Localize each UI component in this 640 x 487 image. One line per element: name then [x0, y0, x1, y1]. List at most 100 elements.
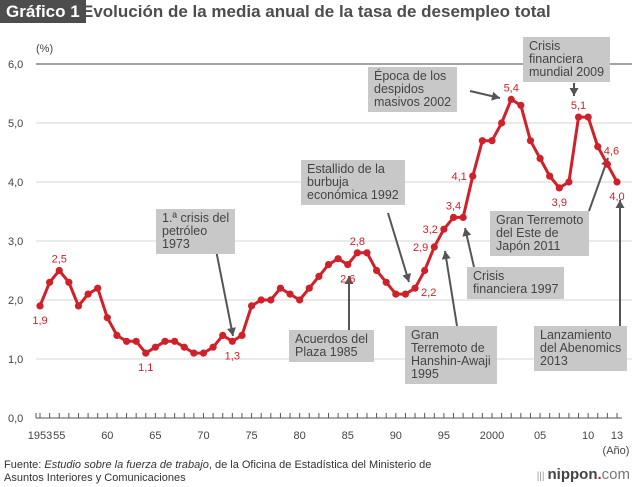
- data-point: [151, 343, 159, 351]
- data-point: [565, 178, 573, 186]
- data-point: [171, 337, 179, 345]
- annotation-box: Época de los despidos masivos 2002: [368, 67, 458, 112]
- data-point: [122, 337, 131, 345]
- data-point: [286, 290, 294, 298]
- annotation-box: Crisis financiera mundial 2009: [523, 37, 611, 82]
- data-point: [161, 337, 169, 345]
- data-point: [526, 137, 535, 145]
- data-point: [401, 290, 410, 298]
- data-point: [257, 296, 265, 304]
- x-tick-label: 05: [534, 430, 546, 442]
- data-point: [555, 184, 563, 192]
- x-tick-label: 85: [342, 430, 354, 442]
- x-tick-label: 60: [101, 430, 113, 442]
- data-point: [315, 272, 323, 280]
- data-label: 3,4: [446, 200, 461, 212]
- data-label: 3,9: [552, 197, 567, 209]
- chart-badge: Gráfico 1: [0, 0, 86, 23]
- data-point: [142, 349, 150, 357]
- data-label: 5,1: [571, 100, 586, 112]
- data-point: [411, 284, 419, 292]
- data-point: [372, 266, 381, 275]
- data-point: [228, 337, 236, 345]
- data-point: [440, 225, 448, 233]
- y-tick-label: 4,0: [8, 177, 23, 189]
- data-point: [190, 349, 198, 357]
- data-point: [103, 314, 111, 322]
- data-point: [517, 101, 525, 109]
- data-label: 2,5: [52, 254, 67, 266]
- data-point: [421, 266, 429, 275]
- data-point: [488, 137, 496, 145]
- data-point: [344, 261, 352, 269]
- data-point: [276, 284, 285, 292]
- data-point: [584, 113, 592, 121]
- data-label: 4,0: [609, 191, 624, 203]
- nippon-logo: ||| nippon.com: [536, 466, 630, 483]
- data-point: [613, 178, 621, 186]
- source-line2: Asuntos Interiores y Comunicaciones: [4, 472, 186, 484]
- data-point: [546, 172, 554, 180]
- data-point: [65, 278, 73, 286]
- data-point: [536, 154, 544, 162]
- data-point: [46, 278, 54, 286]
- data-label: 2,6: [340, 274, 355, 286]
- arrowhead-icon: [441, 251, 451, 260]
- arrowhead-icon: [462, 228, 472, 237]
- data-point: [498, 119, 506, 127]
- data-point: [219, 331, 227, 339]
- annotation-box: Lanzamiento del Abenomics 2013: [534, 326, 628, 371]
- y-tick-label: 3,0: [8, 236, 23, 248]
- data-point: [199, 349, 208, 357]
- data-point: [382, 278, 390, 286]
- x-axis-unit: (Año): [603, 445, 630, 457]
- annotation-box: Estallido de la burbuja económica 1992: [301, 160, 405, 205]
- annotation-arrow: [215, 249, 234, 337]
- y-axis-unit: (%): [36, 43, 53, 55]
- annotation-arrow: [387, 212, 410, 283]
- data-point: [180, 343, 188, 351]
- chart-title: Evolución de la media anual de la tasa d…: [82, 2, 551, 21]
- data-point: [247, 302, 256, 310]
- data-point: [296, 296, 304, 304]
- data-point: [267, 296, 275, 304]
- data-point: [594, 143, 602, 151]
- logo-icon: |||: [536, 471, 545, 482]
- data-label: 3,2: [423, 224, 438, 236]
- x-tick-label: 95: [438, 430, 450, 442]
- x-tick-label: 13: [611, 430, 623, 442]
- data-label: 2,9: [413, 242, 428, 254]
- annotation-box: Gran Terremoto del Este de Japón 2011: [490, 211, 590, 256]
- y-tick-label: 5,0: [8, 118, 23, 130]
- arrowhead-icon: [569, 88, 579, 96]
- x-tick-label: 55: [53, 430, 65, 442]
- x-tick-label: 10: [582, 430, 594, 442]
- annotation-box: 1.ª crisis del petróleo 1973: [156, 209, 236, 254]
- data-point: [305, 284, 313, 292]
- data-point: [324, 261, 333, 269]
- data-point: [55, 266, 63, 275]
- annotation-box: Crisis financiera 1997: [467, 267, 565, 299]
- arrowhead-icon: [227, 327, 236, 336]
- data-point: [132, 337, 140, 345]
- data-point: [334, 255, 342, 263]
- data-point: [113, 331, 121, 339]
- arrowhead-icon: [615, 200, 625, 208]
- source-note: Fuente: Estudio sobre la fuerza de traba…: [4, 459, 431, 485]
- arrowhead-icon: [402, 273, 411, 282]
- x-tick-label: 90: [390, 430, 402, 442]
- data-point: [36, 302, 44, 310]
- y-tick-label: 6,0: [8, 59, 23, 71]
- data-point: [94, 284, 102, 292]
- data-point: [574, 113, 583, 121]
- x-tick-label: 1953: [28, 430, 52, 442]
- data-label: 2,8: [350, 236, 365, 248]
- data-label: 5,4: [504, 82, 519, 94]
- data-label: 1,1: [138, 362, 153, 374]
- data-label: 1,9: [32, 315, 47, 327]
- x-tick-label: 2000: [480, 430, 504, 442]
- annotation-box: Acuerdos del Plaza 1985: [289, 330, 374, 362]
- x-tick-label: 80: [294, 430, 306, 442]
- x-tick-label: 70: [197, 430, 209, 442]
